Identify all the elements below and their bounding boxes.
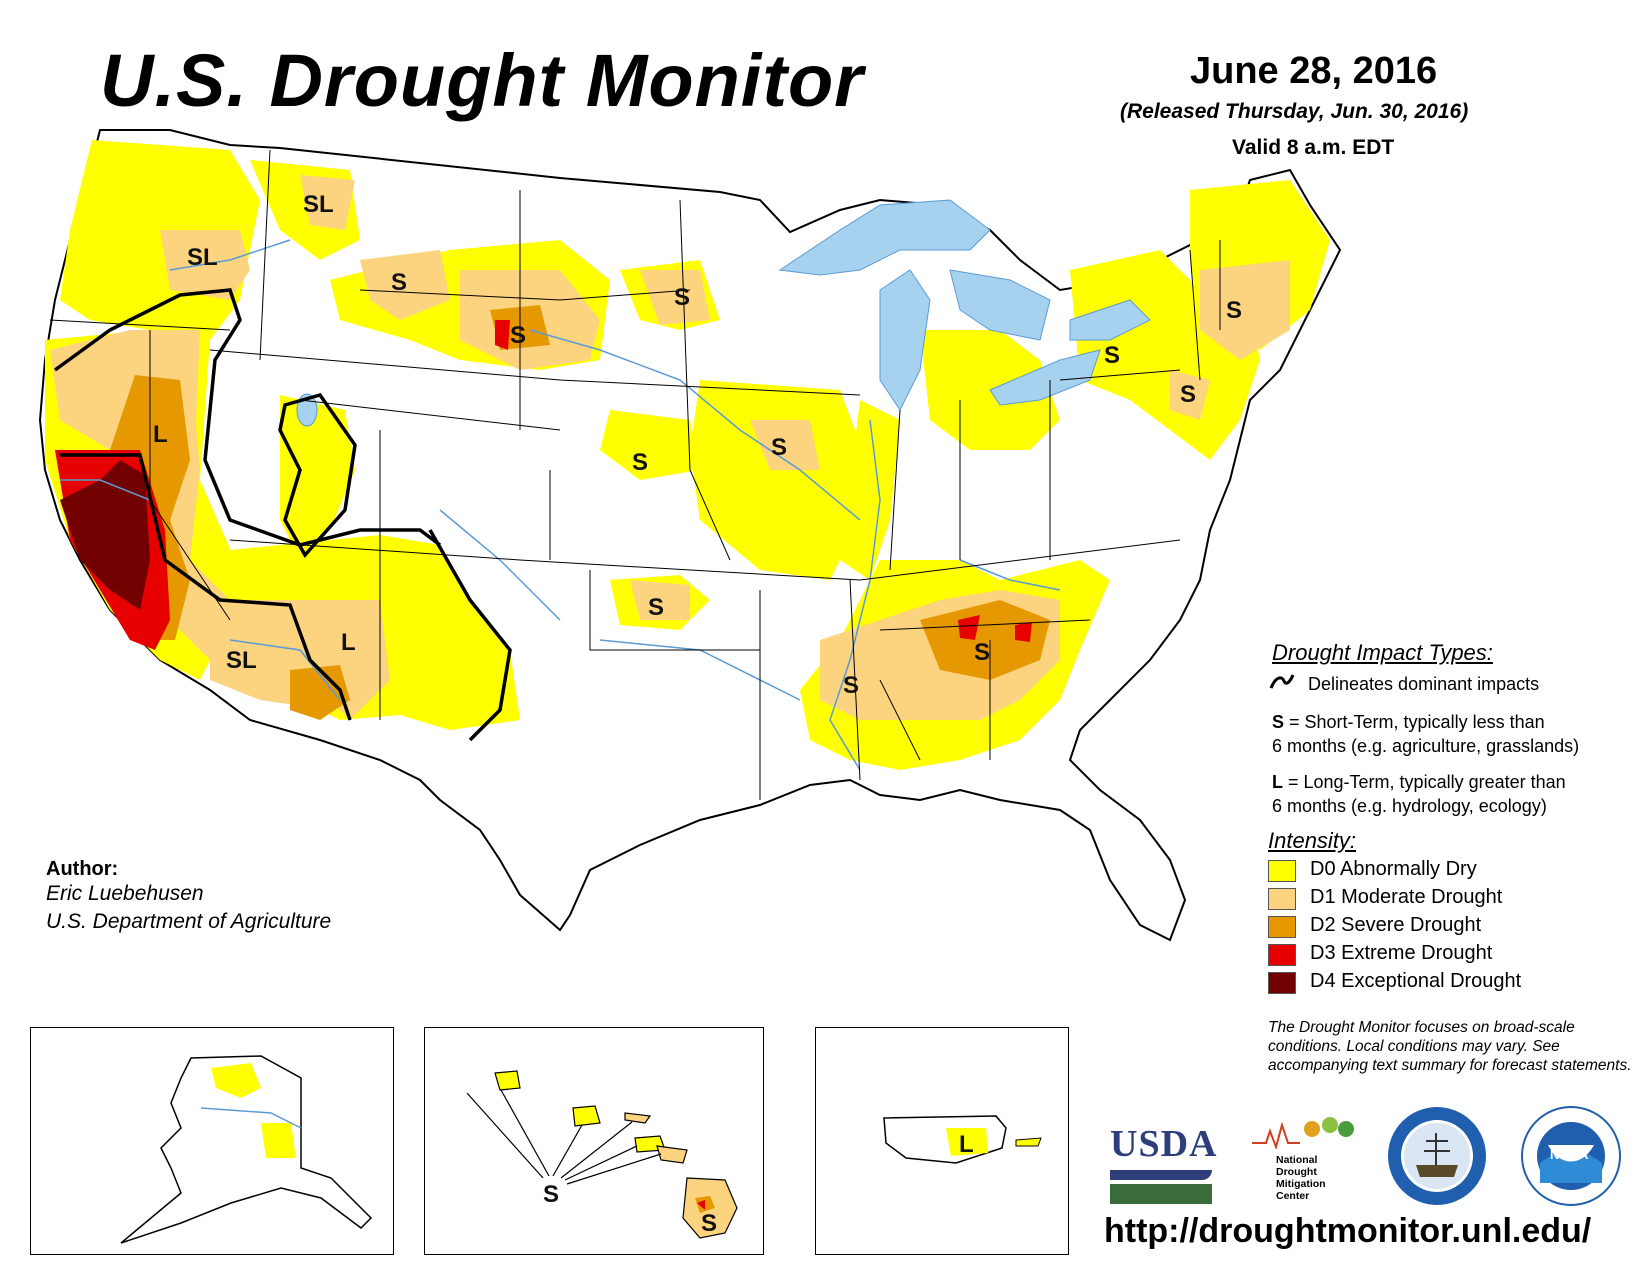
label-s-big-island: S — [701, 1210, 717, 1237]
legend-s-key: S — [1272, 712, 1285, 732]
legend-d0: D0 Abnormally Dry — [1310, 858, 1477, 880]
delineation-line-icon — [1269, 674, 1295, 689]
legend-l-key: L — [1272, 772, 1283, 792]
legend-d3: D3 Extreme Drought — [1310, 942, 1493, 964]
legend-d2: D2 Severe Drought — [1310, 914, 1482, 936]
swatch-d4 — [1268, 972, 1296, 994]
impact-labels: SL SL S S S L S S S SL L S S S S S — [153, 191, 1242, 699]
label-s-montana: S — [391, 269, 407, 296]
noaa-logo-graphic — [1521, 1106, 1621, 1206]
rivers — [60, 239, 1061, 771]
hawaii-map: S S — [466, 1070, 738, 1239]
label-s-new-york: S — [1104, 342, 1120, 369]
usda-logo: USDA — [1110, 1122, 1218, 1208]
usda-logo-text: USDA — [1110, 1123, 1218, 1165]
map-date: June 28, 2016 — [1190, 50, 1438, 92]
disclaimer-text: The Drought Monitor focuses on broad-sca… — [1268, 1019, 1632, 1074]
map-title: U.S. Drought Monitor — [100, 39, 864, 122]
author-organization: U.S. Department of Agriculture — [46, 910, 332, 933]
great-lakes — [296, 199, 1151, 427]
label-s-oklahoma: S — [648, 594, 664, 621]
label-s-hawaii: S — [543, 1181, 559, 1208]
label-l-puerto-rico: L — [959, 1131, 974, 1158]
legend-long-term: L = Long-Term, typically greater than — [1272, 772, 1566, 793]
hawaii-inset: S S — [424, 1027, 764, 1255]
legend-l-desc-2: 6 months (e.g. hydrology, ecology) — [1272, 796, 1547, 816]
release-date: (Released Thursday, Jun. 30, 2016) — [1120, 100, 1469, 123]
alaska-map — [120, 1055, 373, 1244]
legend-l-desc-1: = Long-Term, typically greater than — [1283, 772, 1566, 792]
noaa-logo: NOAA — [1520, 1105, 1622, 1207]
state-borders — [49, 149, 1221, 800]
legend-d4: D4 Exceptional Drought — [1310, 970, 1522, 992]
ndmc-logo: National Drought Mitigation Center — [1250, 1115, 1360, 1211]
noaa-logo-text: NOAA — [1550, 1147, 1589, 1162]
legend-s-desc-2: 6 months (e.g. agriculture, grasslands) — [1272, 736, 1580, 756]
label-s-new-jersey: S — [1180, 381, 1196, 408]
label-s-kansas: S — [632, 449, 648, 476]
label-sl-idaho: SL — [303, 191, 334, 218]
label-sl-oregon: SL — [187, 244, 218, 271]
label-s-wyoming: S — [510, 322, 526, 349]
valid-time: Valid 8 a.m. EDT — [1232, 136, 1395, 159]
legend-d1: D1 Moderate Drought — [1310, 886, 1503, 908]
impact-delineation-lines — [53, 288, 512, 742]
swatch-d1 — [1268, 888, 1296, 910]
label-l-new-mexico: L — [341, 629, 356, 656]
ndmc-line-3: Mitigation — [1276, 1178, 1326, 1190]
website-url[interactable]: http://droughtmonitor.unl.edu/ — [1104, 1212, 1592, 1250]
d4-areas — [60, 460, 150, 610]
legend-short-term: S = Short-Term, typically less than — [1272, 712, 1545, 733]
label-s-mississippi: S — [843, 672, 859, 699]
label-s-iowa: S — [771, 434, 787, 461]
puerto-rico-map: L — [883, 1115, 1042, 1164]
ndmc-line-4: Center — [1276, 1190, 1310, 1202]
label-s-georgia: S — [974, 639, 990, 666]
alaska-inset — [30, 1027, 394, 1255]
label-s-new-england: S — [1226, 297, 1242, 324]
commerce-seal-icon — [1388, 1107, 1486, 1205]
legend-s-desc-1: = Short-Term, typically less than — [1284, 712, 1545, 732]
legend-delineates: Delineates dominant impacts — [1308, 674, 1540, 694]
impact-types-title: Drought Impact Types: — [1272, 640, 1493, 665]
author-label: Author: — [46, 858, 119, 880]
swatch-d3 — [1268, 944, 1296, 966]
ndmc-line-2: Drought — [1276, 1166, 1317, 1178]
label-sl-arizona: SL — [226, 647, 257, 674]
ndmc-line-1: National — [1276, 1154, 1318, 1166]
label-s-north-dakota: S — [674, 284, 690, 311]
intensity-title: Intensity: — [1268, 828, 1357, 853]
label-l-nevada: L — [153, 421, 168, 448]
ndmc-logo-graphic — [1252, 1117, 1354, 1151]
puerto-rico-inset: L — [815, 1027, 1069, 1255]
author-name: Eric Luebehusen — [46, 882, 204, 905]
swatch-d0 — [1268, 860, 1296, 882]
swatch-d2 — [1268, 916, 1296, 938]
